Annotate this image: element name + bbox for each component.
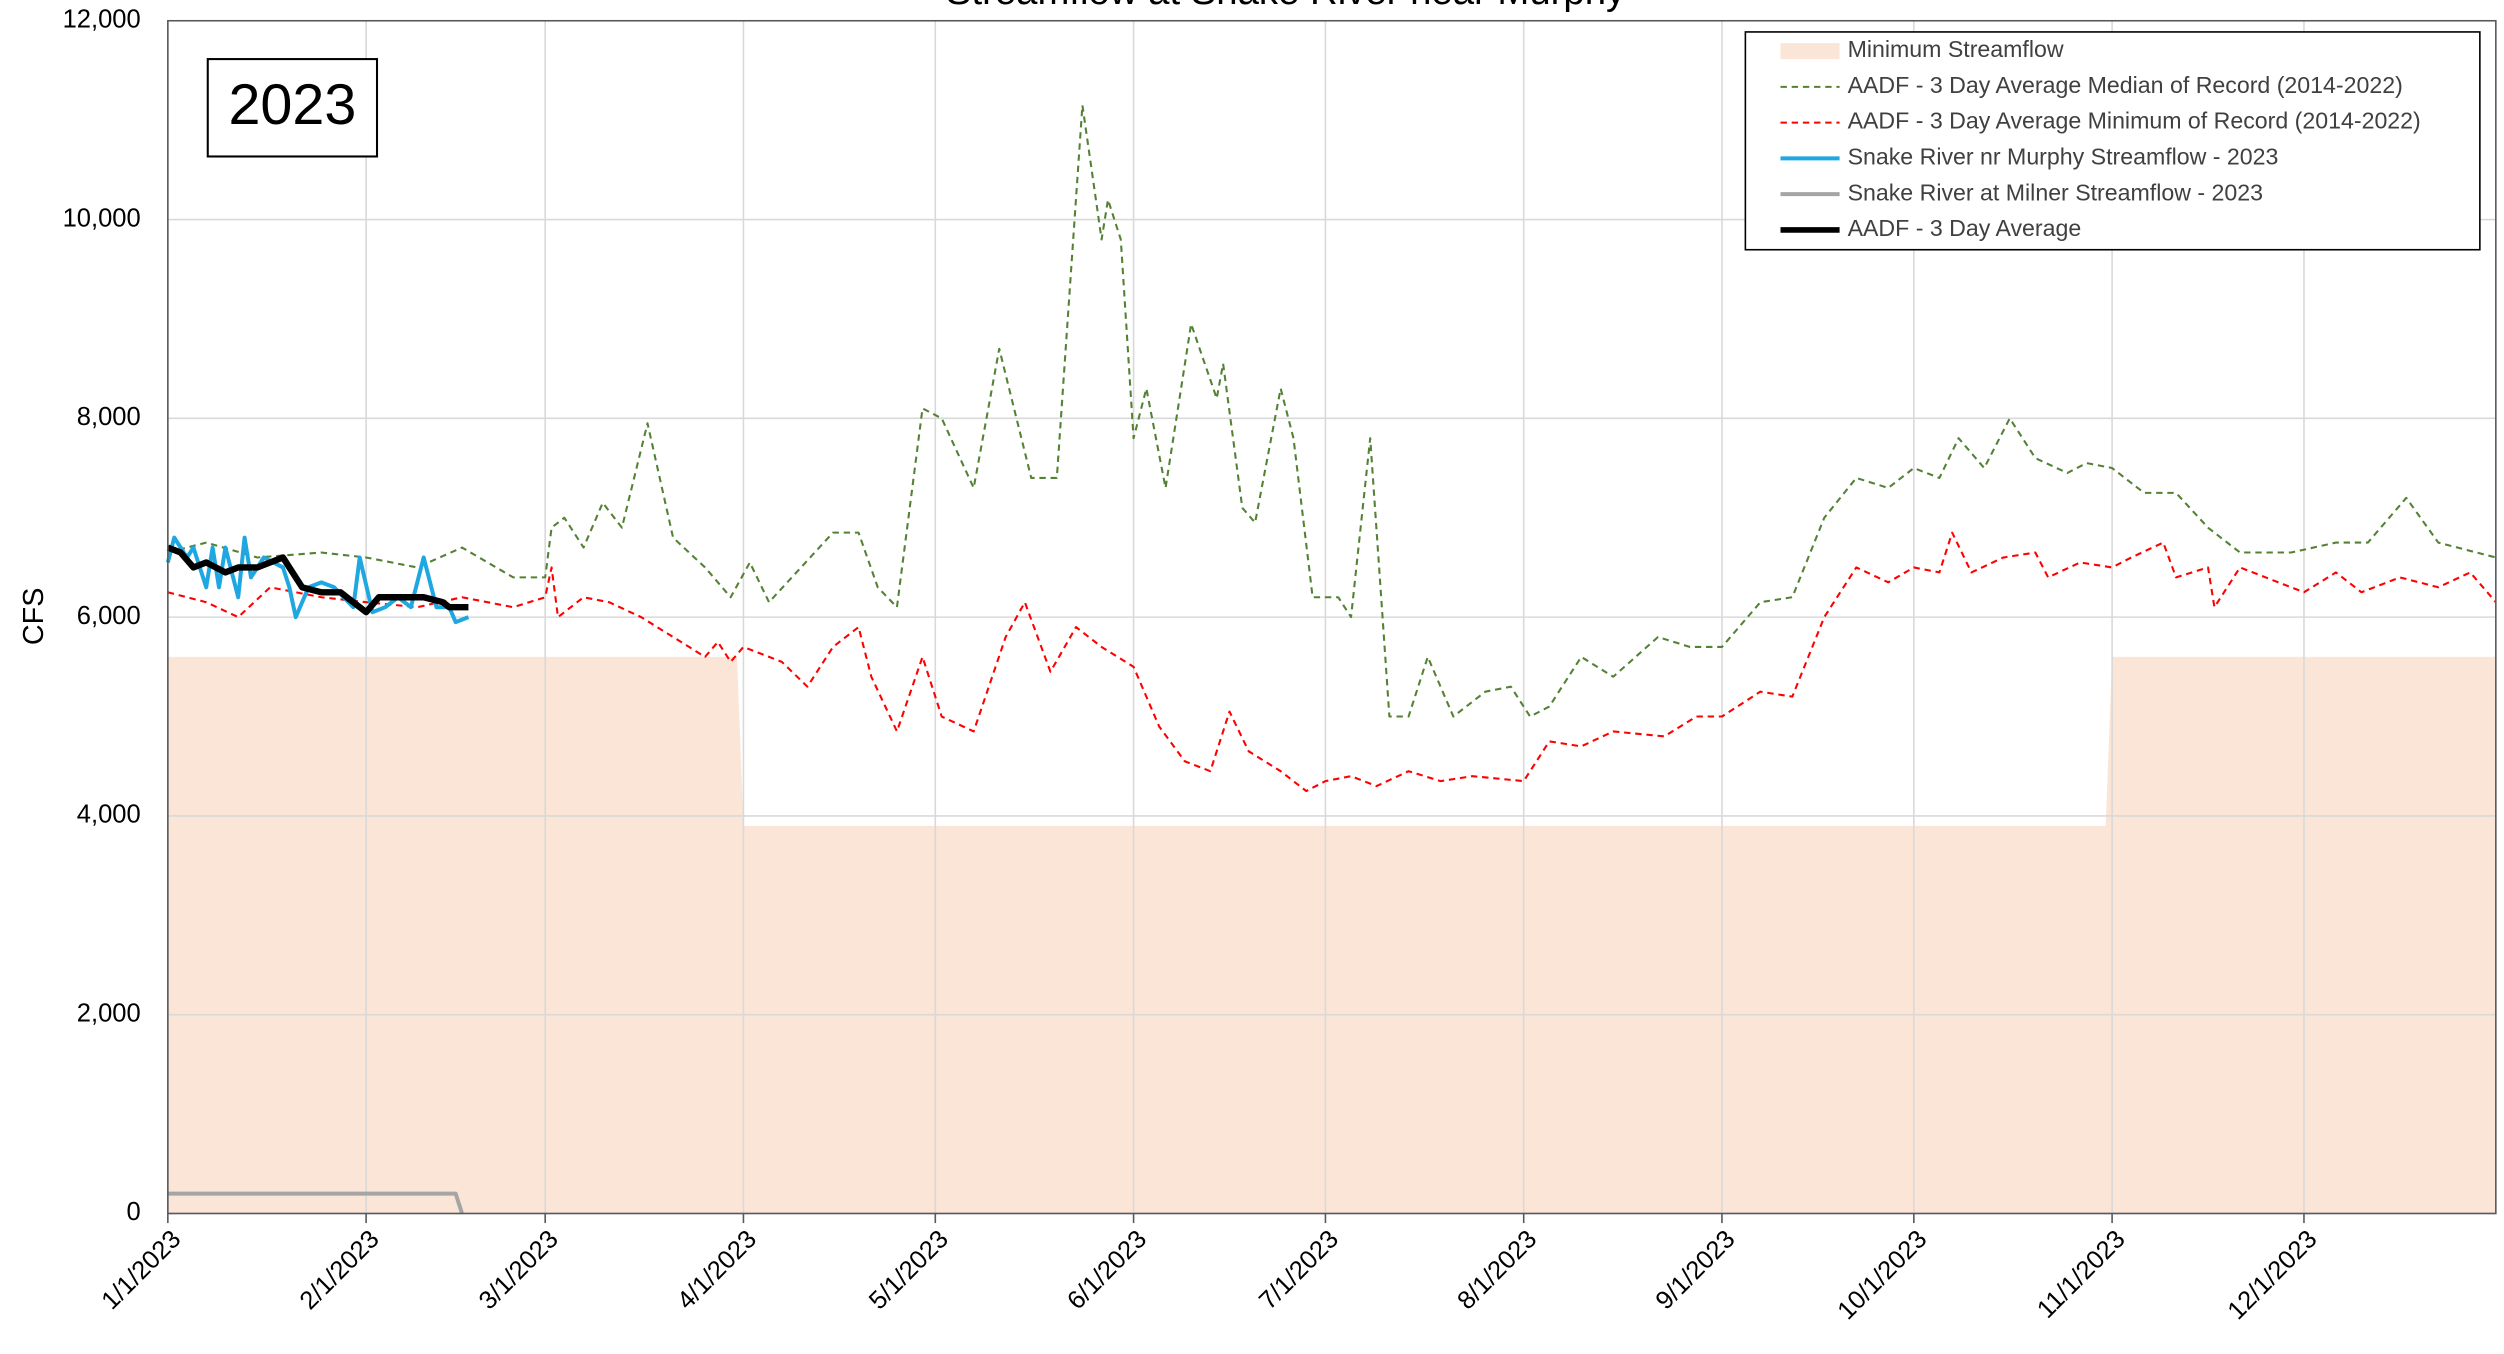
plot-area — [165, 19, 2497, 1215]
area-layer — [167, 656, 2496, 1214]
legend-label: AADF - 3 Day Average Minimum of Record (… — [1848, 108, 2421, 134]
legend-label: AADF - 3 Day Average Median of Record (2… — [1848, 72, 2403, 98]
line — [167, 531, 2497, 793]
annotation-box — [206, 58, 379, 158]
y-tick-label: 6,000 — [77, 602, 141, 630]
line — [165, 535, 470, 625]
y-tick-label: 2,000 — [77, 999, 141, 1027]
y-tick-label: 8,000 — [77, 403, 141, 431]
line — [167, 1191, 464, 1215]
legend: Minimum Streamflow AADF - 3 Day Average M… — [1744, 31, 2481, 251]
y-tick-label: 4,000 — [77, 801, 141, 829]
legend-label: Snake River at Milner Streamflow - 2023 — [1848, 179, 2263, 205]
x-tick-label: 10/1/2023 — [1832, 1225, 1932, 1325]
legend-label: Minimum Streamflow — [1848, 36, 2064, 62]
x-tick-label: 1/1/2023 — [96, 1225, 186, 1315]
y-axis-label: CFS — [18, 588, 50, 645]
line — [166, 544, 469, 616]
x-tick-label: 6/1/2023 — [1062, 1225, 1152, 1315]
x-tick-label: 8/1/2023 — [1452, 1225, 1542, 1315]
x-tick-label: 5/1/2023 — [864, 1225, 954, 1315]
x-tick-label: 7/1/2023 — [1254, 1225, 1344, 1315]
grid-layer — [167, 19, 2496, 1215]
x-tick-label: 4/1/2023 — [672, 1225, 762, 1315]
plot-frame — [167, 19, 2497, 1215]
x-tick-label: 2/1/2023 — [295, 1225, 385, 1315]
legend-label: Snake River nr Murphy Streamflow - 2023 — [1848, 144, 2279, 170]
x-tick-label: 11/1/2023 — [2032, 1225, 2131, 1324]
x-tick-label: 9/1/2023 — [1650, 1225, 1740, 1315]
y-tick-label: 0 — [126, 1198, 140, 1226]
x-tick-label: 12/1/2023 — [2222, 1225, 2322, 1325]
chart-title: Streamflow at Snake River near Murphy — [946, 0, 1626, 13]
legend-swatch — [1780, 43, 1840, 60]
legend-box — [1744, 31, 2481, 251]
y-tick-label: 12,000 — [63, 6, 141, 34]
line-layer — [165, 104, 2497, 1215]
y-tick-label: 10,000 — [63, 204, 141, 232]
annotation: 2023 — [228, 73, 356, 137]
legend-label: AADF - 3 Day Average — [1848, 215, 2082, 241]
area — [167, 656, 2496, 1214]
x-tick-label: 3/1/2023 — [474, 1225, 564, 1315]
